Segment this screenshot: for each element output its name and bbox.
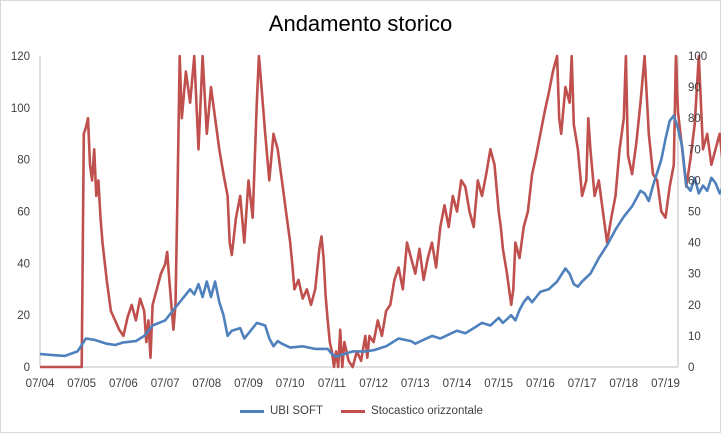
- y-right-tick-label: 80: [688, 113, 701, 125]
- y-right-tick-label: 30: [688, 269, 701, 281]
- x-tick-label: 07/16: [526, 378, 555, 390]
- x-tick-label: 07/13: [401, 378, 430, 390]
- y-right-tick-label: 90: [688, 82, 701, 94]
- y-left-tick-label: 80: [17, 155, 30, 167]
- legend-swatch-ubi-soft: [240, 409, 264, 413]
- y-left-tick-label: 20: [17, 310, 30, 322]
- legend-item-stocastico: Stocastico orizzontale: [341, 405, 483, 417]
- x-tick-label: 07/12: [359, 378, 388, 390]
- y-right-tick-label: 70: [688, 144, 701, 156]
- legend-item-ubi-soft: UBI SOFT: [240, 405, 323, 417]
- x-tick-label: 07/06: [109, 378, 138, 390]
- legend-label-ubi-soft: UBI SOFT: [270, 405, 324, 417]
- x-tick-label: 07/19: [651, 378, 680, 390]
- x-tick-label: 07/18: [609, 378, 638, 390]
- x-tick-label: 07/04: [26, 378, 55, 390]
- x-tick-label: 07/09: [234, 378, 263, 390]
- x-tick-label: 07/11: [318, 378, 346, 390]
- y-right-tick-label: 20: [688, 300, 701, 312]
- y-right-tick-label: 60: [688, 175, 701, 187]
- x-tick-label: 07/17: [568, 378, 597, 390]
- y-right-tick-label: 0: [688, 362, 694, 374]
- chart-title: Andamento storico: [268, 11, 453, 36]
- x-tick-label: 07/10: [276, 378, 305, 390]
- y-left-tick-label: 0: [24, 362, 30, 374]
- x-tick-label: 07/05: [67, 378, 96, 390]
- y-left-tick-label: 100: [11, 103, 30, 115]
- y-right-tick-label: 10: [688, 331, 701, 343]
- series-line-stocastico-orizzontale: [40, 54, 721, 369]
- x-tick-label: 07/15: [484, 378, 513, 390]
- legend: UBI SOFT Stocastico orizzontale: [240, 401, 501, 421]
- x-tick-label: 07/07: [151, 378, 180, 390]
- y-left-tick-label: 60: [17, 207, 30, 219]
- series-layer: [39, 54, 721, 369]
- tick-labels-layer: 0 20 40 60 80 100 120 0 10 20 30 40 50 60 70 80 90 100 07/…: [11, 51, 707, 390]
- x-tick-label: 07/14: [443, 378, 472, 390]
- x-tick-label: 07/08: [192, 378, 221, 390]
- legend-label-stocastico: Stocastico orizzontale: [371, 405, 483, 417]
- y-right-tick-label: 50: [688, 207, 701, 219]
- series-line-ubi-soft: [39, 114, 721, 358]
- legend-swatch-stocastico: [341, 409, 366, 413]
- y-left-tick-label: 120: [11, 51, 30, 63]
- y-right-tick-label: 100: [688, 51, 707, 63]
- y-right-tick-label: 40: [688, 238, 701, 250]
- y-left-tick-label: 40: [17, 258, 30, 270]
